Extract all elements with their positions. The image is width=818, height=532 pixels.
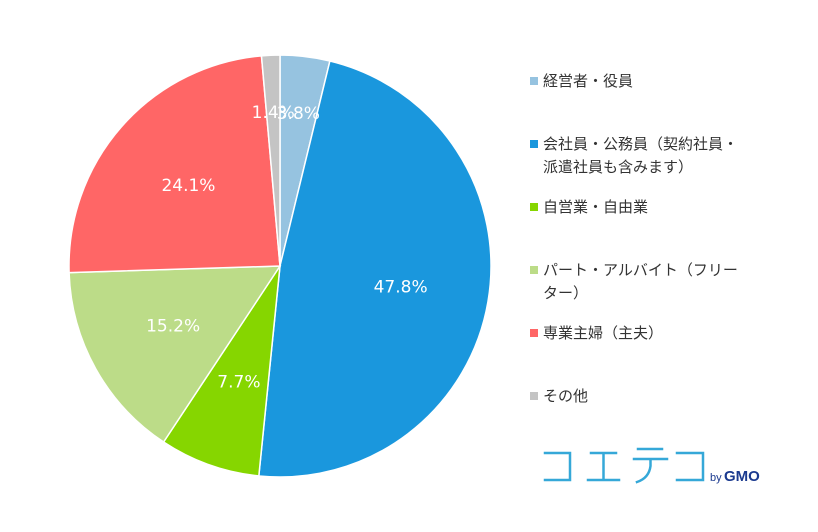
brand-by-text: by: [710, 472, 722, 484]
pie-slice: [68, 55, 281, 274]
legend-label: 派遣社員も含みます）: [543, 158, 693, 176]
legend-item: 自営業・自由業: [530, 198, 648, 216]
pie-slice: [162, 265, 281, 477]
slice-value-label: 15.2%: [146, 317, 200, 337]
legend-label: パート・アルバイト（フリー: [543, 261, 738, 279]
legend-item: その他: [530, 387, 588, 405]
slice-value-label: 1.4%: [252, 103, 295, 123]
legend-label: 自営業・自由業: [543, 198, 648, 216]
slice-value-label: 47.8%: [374, 278, 428, 298]
legend-swatch: [530, 203, 538, 211]
slice-value-label: 3.8%: [277, 104, 320, 124]
pie-slice: [68, 265, 282, 444]
legend-swatch: [530, 392, 538, 400]
legend-swatch: [530, 140, 538, 148]
brand-logo: by GMO: [543, 447, 760, 485]
slice-value-label: 24.1%: [161, 176, 215, 196]
legend-label: その他: [543, 387, 588, 405]
brand-company-text: GMO: [724, 468, 760, 485]
legend-item: 専業主婦（主夫）: [530, 324, 663, 342]
legend-label: 会社員・公務員（契約社員・: [543, 135, 738, 153]
legend-label: 専業主婦（主夫）: [543, 324, 663, 342]
legend-swatch: [530, 266, 538, 274]
koeteko-logo: [543, 447, 705, 484]
pie-slice: [260, 54, 281, 267]
legend-item: 経営者・役員: [530, 72, 633, 90]
legend-label: ター）: [543, 284, 588, 302]
pie-data-labels: 3.8% 47.8% 7.7% 15.2% 24.1% 1.4%: [146, 103, 428, 392]
pie-slices: [68, 54, 492, 478]
legend-label: 経営者・役員: [543, 72, 633, 90]
slice-value-label: 7.7%: [217, 372, 260, 392]
pie-slice: [258, 60, 492, 478]
legend-swatch: [530, 329, 538, 337]
legend-swatch: [530, 77, 538, 85]
legend-item: 会社員・公務員（契約社員・派遣社員も含みます）: [530, 135, 738, 176]
